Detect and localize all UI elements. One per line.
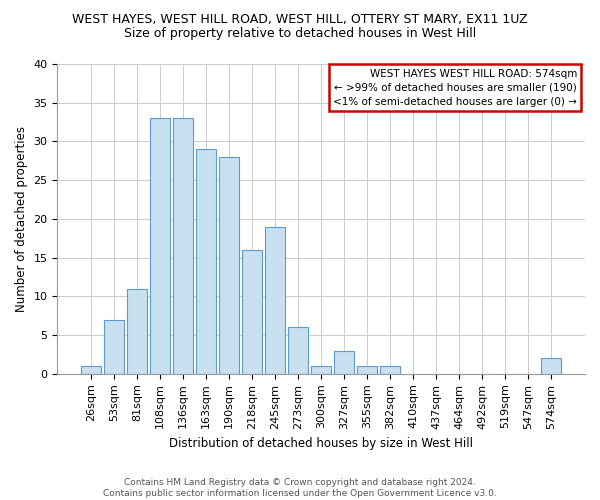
Bar bbox=[358, 366, 377, 374]
Text: Contains HM Land Registry data © Crown copyright and database right 2024.
Contai: Contains HM Land Registry data © Crown c… bbox=[103, 478, 497, 498]
Text: WEST HAYES WEST HILL ROAD: 574sqm
← >99% of detached houses are smaller (190)
<1: WEST HAYES WEST HILL ROAD: 574sqm ← >99%… bbox=[333, 68, 577, 106]
Bar bbox=[151, 118, 170, 374]
Bar bbox=[220, 157, 239, 374]
X-axis label: Distribution of detached houses by size in West Hill: Distribution of detached houses by size … bbox=[169, 437, 473, 450]
Bar bbox=[289, 328, 308, 374]
Bar bbox=[380, 366, 400, 374]
Bar bbox=[265, 226, 285, 374]
Bar bbox=[541, 358, 561, 374]
Bar bbox=[82, 366, 101, 374]
Bar bbox=[196, 149, 216, 374]
Bar bbox=[334, 350, 354, 374]
Text: Size of property relative to detached houses in West Hill: Size of property relative to detached ho… bbox=[124, 28, 476, 40]
Bar bbox=[127, 288, 147, 374]
Bar bbox=[173, 118, 193, 374]
Bar bbox=[104, 320, 124, 374]
Bar bbox=[311, 366, 331, 374]
Y-axis label: Number of detached properties: Number of detached properties bbox=[15, 126, 28, 312]
Bar bbox=[242, 250, 262, 374]
Text: WEST HAYES, WEST HILL ROAD, WEST HILL, OTTERY ST MARY, EX11 1UZ: WEST HAYES, WEST HILL ROAD, WEST HILL, O… bbox=[72, 12, 528, 26]
